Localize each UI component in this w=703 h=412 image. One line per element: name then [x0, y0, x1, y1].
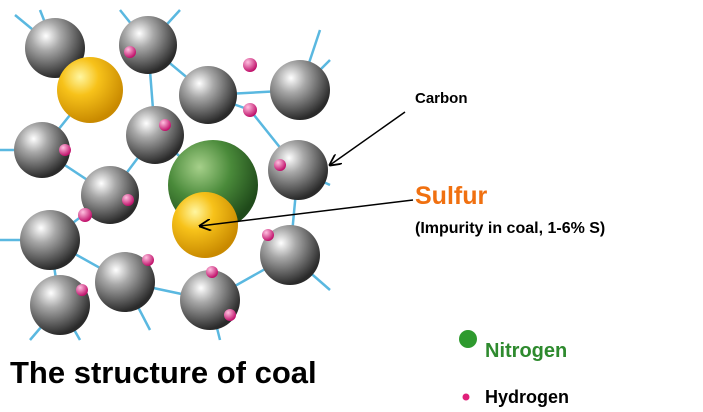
carbon-arrow [330, 111, 406, 165]
carbon-label: Carbon [415, 90, 468, 107]
title: The structure of coal [10, 355, 317, 390]
molecule [14, 16, 330, 335]
sulfur-note: (Impurity in coal, 1-6% S) [415, 220, 605, 237]
sulfur-label: Sulfur [415, 182, 487, 210]
sulfur-arrow [200, 199, 414, 226]
hydrogen-dot [462, 393, 470, 401]
hydrogen-legend: Hydrogen [485, 387, 569, 407]
nitrogen-legend: Nitrogen [485, 340, 567, 362]
nitrogen-dot [459, 330, 477, 348]
